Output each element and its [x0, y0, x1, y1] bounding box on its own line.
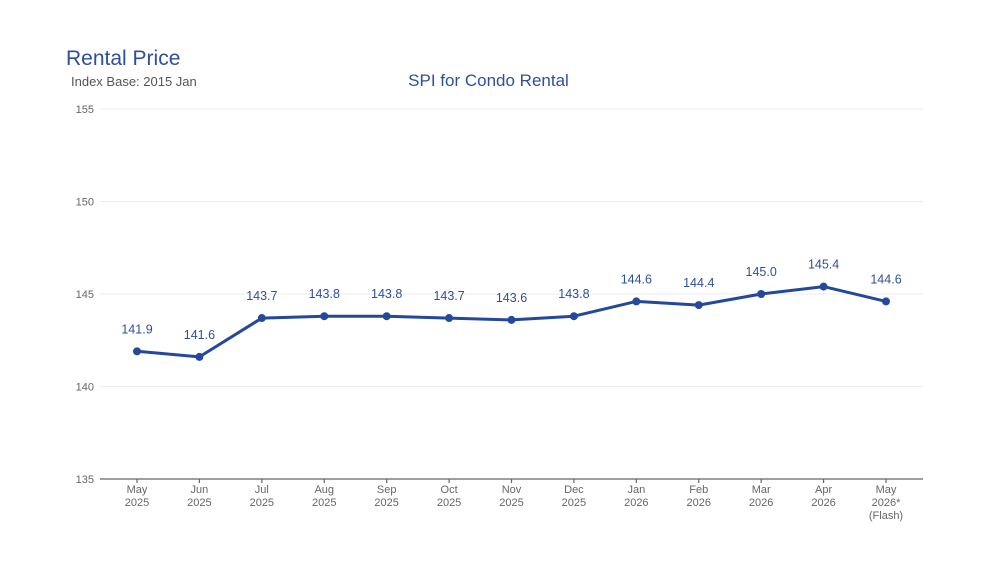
- data-point: [507, 315, 516, 324]
- y-tick-label: 145: [76, 289, 94, 301]
- y-axis-ticks: 135 140 145 150 155: [76, 104, 94, 486]
- x-tick-label: Oct 2025: [437, 484, 461, 509]
- x-tick-label: Apr 2026: [811, 484, 835, 509]
- grid-lines: [100, 108, 923, 387]
- data-point: [632, 297, 641, 306]
- x-tick-label: Sep 2025: [374, 484, 398, 509]
- data-label: 144.4: [683, 276, 714, 290]
- data-label: 145.0: [746, 265, 777, 279]
- x-tick-label: Jan 2026: [624, 484, 648, 509]
- data-point: [382, 312, 391, 321]
- data-label: 145.4: [808, 258, 839, 272]
- data-point: [445, 314, 454, 323]
- x-tick-label: Mar 2026: [749, 484, 773, 509]
- x-tick-label: Nov 2025: [499, 484, 523, 509]
- data-labels: 141.9 141.6 143.7 143.8 143.8 143.7 143.6 143.8…: [121, 258, 901, 342]
- data-label: 143.8: [558, 287, 589, 301]
- data-label: 141.6: [184, 328, 215, 342]
- data-point: [757, 290, 766, 298]
- y-tick-label: 135: [76, 474, 94, 486]
- x-tick-label: May 2025: [125, 484, 149, 509]
- data-label: 143.7: [433, 289, 464, 303]
- y-tick-label: 150: [76, 197, 94, 209]
- data-point: [819, 282, 828, 291]
- x-tick-label: Feb 2026: [687, 484, 711, 509]
- x-tick-label: Dec 2025: [562, 484, 586, 509]
- data-point: [320, 312, 329, 321]
- series-line-group: [133, 282, 890, 361]
- data-label: 144.6: [621, 272, 652, 286]
- data-label: 143.8: [371, 287, 402, 301]
- data-point: [694, 301, 703, 310]
- data-point: [257, 314, 266, 323]
- data-label: 143.8: [309, 287, 340, 301]
- x-tick-label: May 2026* (Flash): [869, 484, 903, 522]
- page-title: Rental Price: [66, 47, 181, 70]
- x-tick-label: Jun 2025: [187, 484, 211, 509]
- data-label: 143.7: [246, 289, 277, 303]
- index-base-subtitle: Index Base: 2015 Jan: [71, 74, 197, 89]
- x-tick-label: Aug 2025: [312, 484, 336, 509]
- x-tick-label: Jul 2025: [250, 484, 274, 509]
- y-tick-label: 140: [76, 382, 94, 394]
- data-point: [195, 352, 204, 361]
- x-axis-ticks: May 2025 Jun 2025 Jul 2025 Aug 2025 Sep 2025 Oct 20…: [125, 479, 903, 522]
- y-tick-label: 155: [76, 104, 94, 116]
- data-point: [882, 297, 890, 306]
- chart-title: SPI for Condo Rental: [408, 71, 569, 90]
- data-point: [569, 312, 578, 321]
- data-label: 143.6: [496, 291, 527, 305]
- data-label: 141.9: [121, 322, 152, 336]
- data-point: [133, 347, 141, 356]
- data-label: 144.6: [870, 272, 901, 286]
